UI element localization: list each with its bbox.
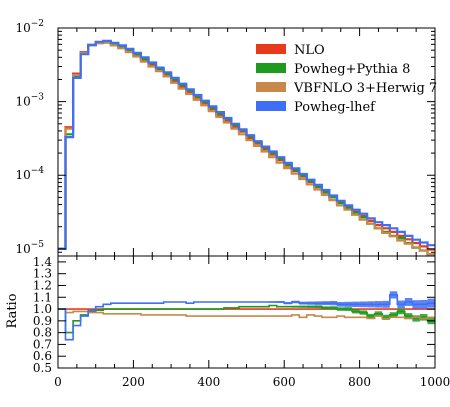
x-tick-label: 1000: [420, 375, 450, 389]
legend-swatch: [256, 101, 286, 111]
main-y-tick-label: 10−2: [15, 19, 44, 35]
ratio-series-group: [58, 291, 435, 341]
ratio-y-tick-label: 0.5: [33, 361, 52, 375]
legend-swatch: [256, 63, 286, 73]
series-line-vbfnlo-3-herwig-7: [58, 41, 435, 256]
x-tick-label: 400: [197, 375, 220, 389]
main-series-group: [58, 39, 435, 256]
ratio-line-vbfnlo-3-herwig-7: [58, 308, 435, 320]
legend-swatch: [256, 44, 286, 54]
ratio-y-tick-label: 1.1: [33, 290, 52, 304]
ratio-line-powheg-lhef: [58, 294, 435, 341]
legend-label: VBFNLO 3+Herwig 7: [293, 81, 437, 96]
x-tick-label: 600: [273, 375, 296, 389]
ratio-y-tick-label: 1.3: [33, 267, 52, 281]
legend-label: Powheg+Pythia 8: [294, 62, 410, 77]
ratio-y-tick-label: 0.9: [33, 314, 52, 328]
ratio-line-powheg-pythia-8: [58, 304, 435, 334]
ratio-y-tick-label: 0.6: [33, 349, 52, 363]
ratio-y-tick-label: 1.4: [33, 255, 52, 269]
main-y-ticks: 10−2 10−3 10−4 10−5: [15, 19, 436, 257]
legend: NLO Powheg+Pythia 8 VBFNLO 3+Herwig 7 Powhe…: [256, 43, 437, 115]
ratio-y-tick-label: 0.7: [33, 337, 52, 351]
ratio-y-tick-label: 1.2: [33, 278, 52, 292]
x-tick-label: 200: [122, 375, 145, 389]
ratio-ticks: 0.50.60.70.80.91.01.11.21.31.4 0 200 400 600…: [33, 255, 450, 389]
ratio-panel: 0.50.60.70.80.91.01.11.21.31.4 0 200 400 600…: [5, 255, 450, 389]
x-tick-label: 0: [54, 375, 62, 389]
ratio-y-label: Ratio: [5, 293, 20, 328]
legend-label: Powheg-lhef: [294, 100, 376, 115]
x-tick-label: 800: [348, 375, 371, 389]
series-line-powheg-lhef: [58, 39, 435, 250]
ratio-y-tick-label: 1.0: [33, 302, 52, 316]
main-y-tick-label: 10−4: [15, 166, 44, 182]
legend-label: NLO: [294, 43, 325, 58]
main-y-tick-label: 10−5: [15, 240, 44, 256]
ratio-y-tick-label: 0.8: [33, 326, 52, 340]
main-y-tick-label: 10−3: [15, 93, 44, 109]
main-panel: 10−2 10−3 10−4 10−5 NLO Powheg+Pythia 8 VBFNL…: [15, 19, 437, 257]
legend-swatch: [256, 82, 286, 92]
